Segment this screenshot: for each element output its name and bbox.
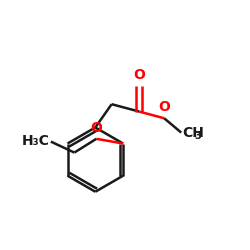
Text: H₃C: H₃C [22, 134, 50, 148]
Text: 3: 3 [194, 131, 201, 141]
Text: O: O [90, 121, 102, 135]
Text: O: O [133, 68, 145, 82]
Text: O: O [159, 100, 170, 114]
Text: CH: CH [182, 126, 204, 140]
